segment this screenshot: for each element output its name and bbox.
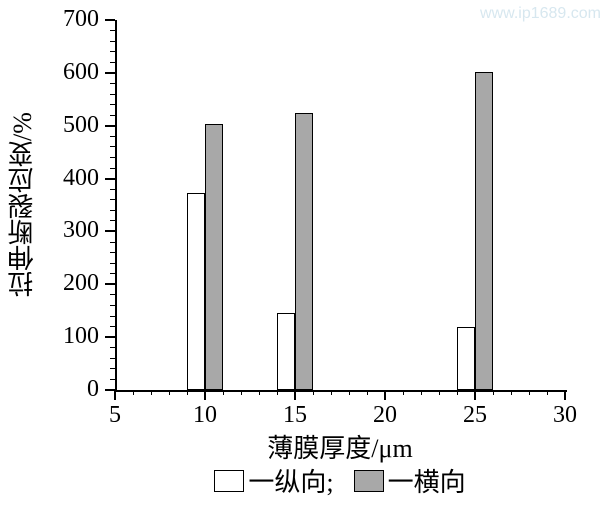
y-minor-tick bbox=[110, 220, 115, 221]
x-minor-tick bbox=[511, 390, 512, 395]
x-minor-tick bbox=[133, 390, 134, 395]
y-minor-tick bbox=[110, 157, 115, 158]
y-minor-tick bbox=[110, 316, 115, 317]
x-tick-label: 30 bbox=[540, 402, 590, 429]
x-minor-tick bbox=[547, 390, 548, 395]
x-axis-label: 薄膜厚度/μm bbox=[115, 428, 565, 465]
x-minor-tick bbox=[421, 390, 422, 395]
y-minor-tick bbox=[110, 347, 115, 348]
y-minor-tick bbox=[110, 146, 115, 147]
y-minor-tick bbox=[110, 368, 115, 369]
y-axis-label: 拉伸断裂应变/% bbox=[10, 20, 36, 390]
x-tick-label: 15 bbox=[270, 402, 320, 429]
legend-swatch bbox=[354, 470, 384, 492]
x-minor-tick bbox=[277, 390, 278, 395]
y-minor-tick bbox=[110, 358, 115, 359]
y-minor-tick bbox=[110, 83, 115, 84]
y-minor-tick bbox=[110, 51, 115, 52]
legend-label: 一横向 bbox=[388, 462, 466, 499]
x-minor-tick bbox=[403, 390, 404, 395]
x-tick bbox=[564, 390, 566, 400]
x-tick bbox=[294, 390, 296, 400]
legend: 一纵向; 一横向 bbox=[115, 462, 565, 499]
y-tick bbox=[105, 19, 115, 21]
legend-item: 一纵向; bbox=[214, 462, 333, 499]
y-minor-tick bbox=[110, 305, 115, 306]
y-tick bbox=[105, 283, 115, 285]
x-minor-tick bbox=[313, 390, 314, 395]
x-tick bbox=[204, 390, 206, 400]
bar-纵向 bbox=[457, 327, 475, 390]
y-tick bbox=[105, 230, 115, 232]
x-tick bbox=[114, 390, 116, 400]
y-tick bbox=[105, 336, 115, 338]
y-minor-tick bbox=[110, 30, 115, 31]
y-minor-tick bbox=[110, 294, 115, 295]
x-minor-tick bbox=[241, 390, 242, 395]
legend-swatch bbox=[214, 470, 244, 492]
y-minor-tick bbox=[110, 273, 115, 274]
x-minor-tick bbox=[259, 390, 260, 395]
y-minor-tick bbox=[110, 168, 115, 169]
y-minor-tick bbox=[110, 41, 115, 42]
y-minor-tick bbox=[110, 199, 115, 200]
y-minor-tick bbox=[110, 242, 115, 243]
x-tick-label: 25 bbox=[450, 402, 500, 429]
x-tick bbox=[384, 390, 386, 400]
y-tick bbox=[105, 72, 115, 74]
bar-横向 bbox=[205, 124, 223, 390]
x-minor-tick bbox=[439, 390, 440, 395]
y-minor-tick bbox=[110, 263, 115, 264]
y-minor-tick bbox=[110, 115, 115, 116]
x-minor-tick bbox=[457, 390, 458, 395]
bar-纵向 bbox=[277, 313, 295, 390]
x-minor-tick bbox=[349, 390, 350, 395]
x-minor-tick bbox=[493, 390, 494, 395]
y-minor-tick bbox=[110, 326, 115, 327]
y-tick bbox=[105, 125, 115, 127]
y-minor-tick bbox=[110, 210, 115, 211]
y-minor-tick bbox=[110, 94, 115, 95]
y-minor-tick bbox=[110, 104, 115, 105]
x-tick-label: 5 bbox=[90, 402, 140, 429]
y-minor-tick bbox=[110, 62, 115, 63]
y-minor-tick bbox=[110, 189, 115, 190]
y-minor-tick bbox=[110, 379, 115, 380]
x-tick bbox=[474, 390, 476, 400]
chart-container: www.ip1689.com 0100200300400500600700510… bbox=[0, 0, 611, 511]
x-minor-tick bbox=[529, 390, 530, 395]
x-minor-tick bbox=[169, 390, 170, 395]
y-tick bbox=[105, 178, 115, 180]
axes-frame bbox=[115, 20, 567, 392]
x-minor-tick bbox=[367, 390, 368, 395]
bar-横向 bbox=[295, 113, 313, 391]
x-minor-tick bbox=[331, 390, 332, 395]
legend-label: 一纵向; bbox=[248, 462, 333, 499]
bar-横向 bbox=[475, 72, 493, 390]
x-minor-tick bbox=[187, 390, 188, 395]
x-minor-tick bbox=[223, 390, 224, 395]
y-minor-tick bbox=[110, 252, 115, 253]
y-minor-tick bbox=[110, 136, 115, 137]
bar-纵向 bbox=[187, 193, 205, 390]
x-tick-label: 20 bbox=[360, 402, 410, 429]
x-minor-tick bbox=[151, 390, 152, 395]
legend-item: 一横向 bbox=[354, 462, 466, 499]
x-tick-label: 10 bbox=[180, 402, 230, 429]
